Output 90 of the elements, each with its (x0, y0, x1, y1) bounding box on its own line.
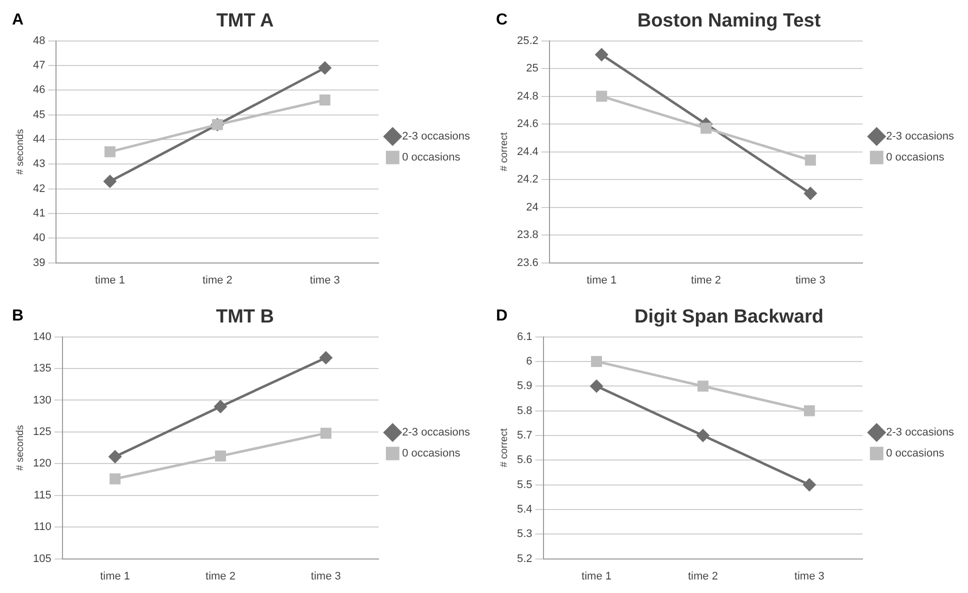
x-tick-label: time 1 (586, 274, 617, 286)
x-tick-label: time 1 (582, 570, 612, 582)
x-tick-label: time 1 (94, 274, 125, 286)
y-tick-label: 23.6 (516, 256, 538, 269)
point (104, 146, 116, 158)
y-tick-label: 24.2 (516, 174, 538, 186)
y-tick-label: 135 (32, 362, 52, 375)
point (215, 450, 226, 462)
y-tick-label: 5.2 (516, 552, 532, 565)
y-axis-title: # correct (498, 428, 510, 468)
legend-label: 0 occasions (402, 152, 461, 164)
y-tick-label: 24.4 (516, 146, 538, 158)
point (700, 122, 712, 134)
y-tick-label: 24 (526, 201, 538, 214)
y-tick-label: 115 (34, 489, 52, 502)
legend-label: 0 occasions (402, 448, 461, 460)
y-tick-label: 6.1 (516, 330, 532, 343)
point (804, 187, 817, 200)
x-tick-label: time 3 (794, 570, 824, 582)
y-axis-title: # correct (498, 132, 510, 172)
y-tick-label: 25.2 (516, 34, 538, 47)
chart-title: TMT B (216, 306, 274, 328)
y-tick-label: 140 (32, 330, 52, 343)
y-tick-label: 24.8 (516, 90, 538, 102)
y-tick-label: 105 (32, 552, 52, 565)
x-tick-label: time 3 (310, 570, 341, 582)
y-tick-label: 41 (32, 208, 46, 220)
y-axis-title: # seconds (14, 129, 26, 175)
y-tick-label: 25 (526, 62, 538, 75)
y-tick-label: 5.6 (516, 454, 532, 466)
y-tick-label: 42 (32, 182, 46, 195)
point (320, 428, 332, 439)
y-tick-label: 24.6 (516, 118, 538, 130)
y-tick-label: 6 (526, 356, 532, 368)
y-tick-label: 125 (32, 426, 52, 438)
legend-label: 0 occasions (886, 448, 945, 460)
x-tick-label: time 3 (310, 274, 340, 286)
y-tick-label: 45 (32, 108, 46, 121)
text: A (12, 11, 24, 28)
y-tick-label: 46 (32, 84, 46, 96)
y-tick-label: 5.8 (516, 404, 532, 417)
x-tick-label: time 2 (202, 274, 232, 286)
y-tick-label: 5.7 (516, 430, 532, 442)
point (804, 154, 816, 166)
point (110, 473, 121, 484)
chart-title: TMT A (216, 10, 274, 32)
y-tick-label: 5.4 (516, 504, 532, 516)
x-tick-label: time 2 (688, 570, 718, 582)
chart-title: Digit Span Backward (634, 306, 824, 328)
y-tick-label: 130 (32, 394, 52, 406)
point (104, 175, 116, 188)
y-tick-label: 47 (32, 60, 46, 72)
point (804, 405, 815, 416)
y-tick-label: 44 (32, 134, 46, 146)
legend-label: 2-3 occasions (402, 426, 470, 439)
y-tick-label: 48 (32, 34, 46, 47)
y-tick-label: 43 (32, 158, 46, 170)
y-axis-title: # seconds (14, 425, 26, 471)
y-tick-label: 40 (32, 232, 46, 244)
point (318, 62, 332, 74)
text: D (496, 307, 508, 324)
point (595, 48, 608, 61)
point (590, 380, 603, 392)
text: B (12, 307, 24, 324)
point (108, 450, 122, 463)
legend-label: 2-3 occasions (886, 130, 954, 143)
x-tick-label: time 2 (691, 274, 722, 286)
legend-label: 2-3 occasions (402, 130, 470, 143)
x-tick-label: time 3 (795, 274, 826, 286)
point (320, 351, 332, 364)
point (697, 380, 708, 392)
y-tick-label: 5.3 (516, 528, 532, 540)
point (596, 90, 608, 102)
chart-title: Boston Naming Test (637, 10, 822, 32)
y-tick-label: 120 (32, 458, 52, 470)
legend-label: 0 occasions (886, 152, 945, 164)
legend-label: 2-3 occasions (886, 426, 954, 439)
point (591, 356, 602, 367)
point (803, 478, 816, 492)
y-tick-label: 5.5 (516, 478, 532, 491)
x-tick-label: time 2 (206, 570, 236, 582)
point (319, 94, 330, 106)
point (696, 429, 710, 442)
x-tick-label: time 1 (100, 570, 130, 582)
y-tick-label: 23.8 (516, 229, 538, 242)
point (214, 400, 227, 413)
y-tick-label: 39 (32, 256, 46, 269)
text: C (496, 11, 508, 28)
y-tick-label: 110 (34, 521, 52, 534)
y-tick-label: 5.9 (516, 380, 532, 392)
